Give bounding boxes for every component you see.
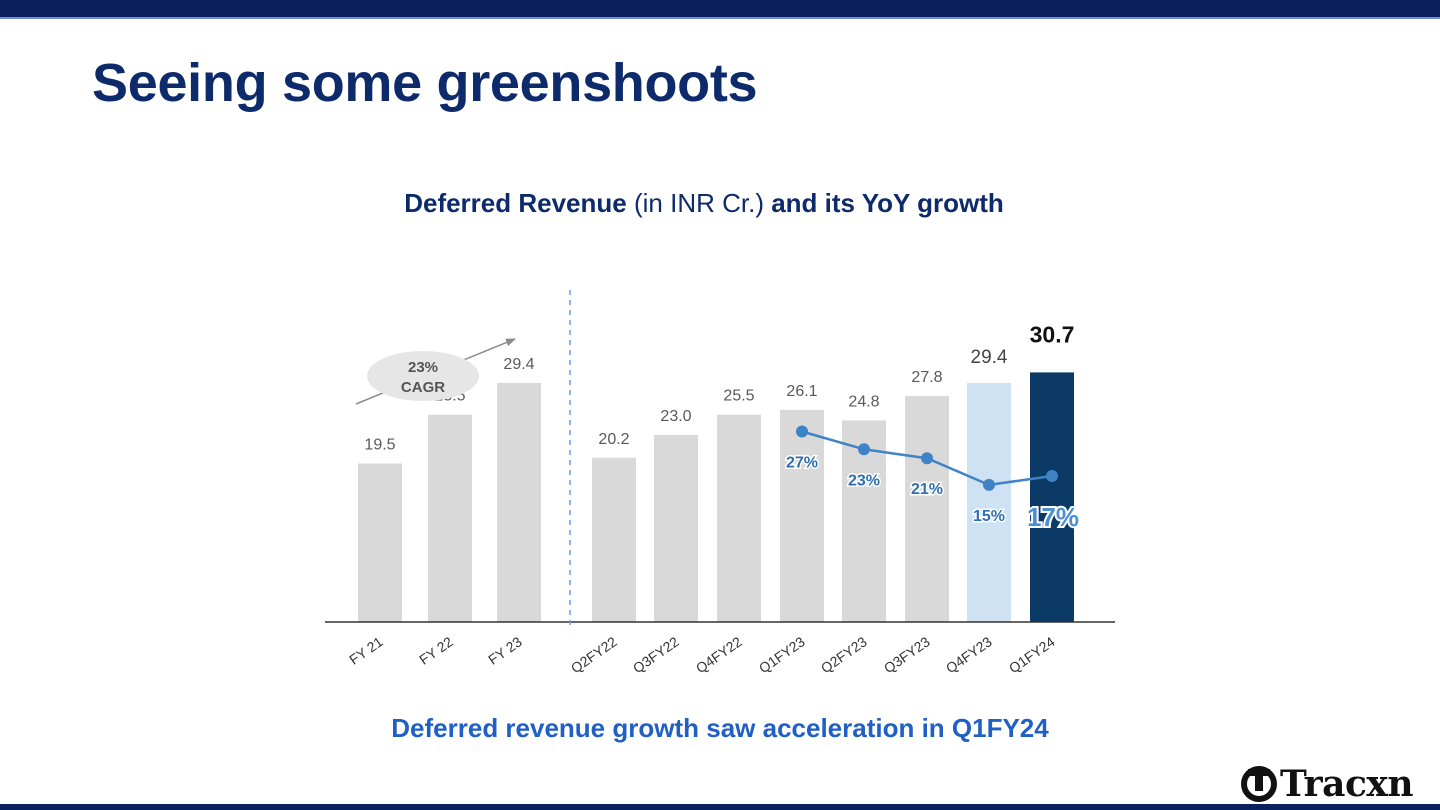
tick-label-q3fy23: Q3FY23 (881, 633, 933, 676)
tracxn-logo-mark-icon (1241, 766, 1277, 802)
tick-label-fy-22: FY 22 (416, 633, 456, 668)
tick-label-q2fy22: Q2FY22 (568, 633, 620, 676)
yoy-point-q2fy23 (858, 443, 870, 456)
chart-heading-growth: and its YoY growth (771, 188, 1004, 218)
cagr-label: CAGR (401, 379, 445, 396)
yoy-growth-layer: 27% 23% 21% 15% 17% (784, 425, 1081, 534)
value-label-fy-21: 19.5 (364, 436, 395, 453)
bar-q1fy24 (1030, 372, 1074, 622)
chart-heading-metric: Deferred Revenue (404, 188, 627, 218)
bar-q3fy22 (654, 435, 698, 622)
value-label-q4fy22: 25.5 (723, 388, 754, 405)
value-label-q3fy23: 27.8 (911, 369, 942, 386)
yoy-point-q3fy23 (921, 452, 933, 465)
tick-label-q1fy24: Q1FY24 (1006, 633, 1058, 676)
bar-q4fy23 (967, 382, 1011, 622)
value-label-q4fy23: 29.4 (971, 347, 1008, 368)
cagr-annotation-layer: 23% CAGR (355, 338, 516, 405)
yoy-label-q1fy24: 17% (1027, 502, 1079, 532)
yoy-label-q3fy23: 21% (911, 481, 943, 498)
chart-heading: Deferred Revenue (in INR Cr.) and its Yo… (0, 188, 1408, 219)
bar-fy-21 (358, 463, 402, 622)
chart-heading-unit: (in INR Cr.) (626, 188, 772, 218)
bar-q3fy23 (905, 395, 949, 622)
tick-label-q1fy23: Q1FY23 (756, 633, 808, 676)
value-label-q2fy23: 24.8 (848, 393, 879, 410)
tracxn-logo: Tracxn (1240, 762, 1414, 806)
tick-label-q4fy23: Q4FY23 (943, 633, 995, 676)
page-title: Seeing some greenshoots (92, 53, 758, 113)
yoy-label-q1fy23: 27% (786, 455, 818, 472)
tick-label-q4fy22: Q4FY22 (693, 633, 745, 676)
value-label-fy-23: 29.4 (503, 356, 534, 373)
bar-q2fy22 (592, 457, 636, 622)
yoy-point-q4fy23 (983, 478, 995, 491)
tick-label-fy-23: FY 23 (485, 633, 525, 668)
yoy-point-q1fy23 (796, 425, 808, 438)
top-banner-bar (0, 0, 1440, 17)
yoy-label-q2fy23: 23% (848, 472, 880, 489)
bar-fy-23 (497, 382, 541, 622)
yoy-point-q1fy24 (1046, 470, 1058, 482)
tracxn-logo-text: Tracxn (1280, 763, 1414, 805)
bottom-banner-bar (0, 804, 1440, 810)
yoy-label-q4fy23: 15% (973, 508, 1005, 525)
value-label-q1fy24: 30.7 (1030, 321, 1075, 347)
bar-q4fy22 (717, 414, 761, 622)
tick-label-q3fy22: Q3FY22 (630, 633, 682, 676)
footnote-takeaway: Deferred revenue growth saw acceleration… (391, 713, 1049, 743)
bar-q1fy23 (780, 409, 824, 622)
value-label-q3fy22: 23.0 (660, 408, 691, 425)
value-label-q1fy23: 26.1 (786, 383, 817, 400)
tick-label-q2fy23: Q2FY23 (818, 633, 870, 676)
value-label-q2fy22: 20.2 (598, 431, 629, 448)
bar-fy-22 (428, 414, 472, 622)
tick-label-fy-21: FY 21 (346, 633, 386, 668)
cagr-value: 23% (408, 359, 438, 376)
cagr-bubble (367, 351, 479, 401)
top-banner-accent-line (0, 17, 1440, 19)
bars-layer: 19.525.529.420.223.025.526.124.827.829.4… (358, 321, 1074, 622)
